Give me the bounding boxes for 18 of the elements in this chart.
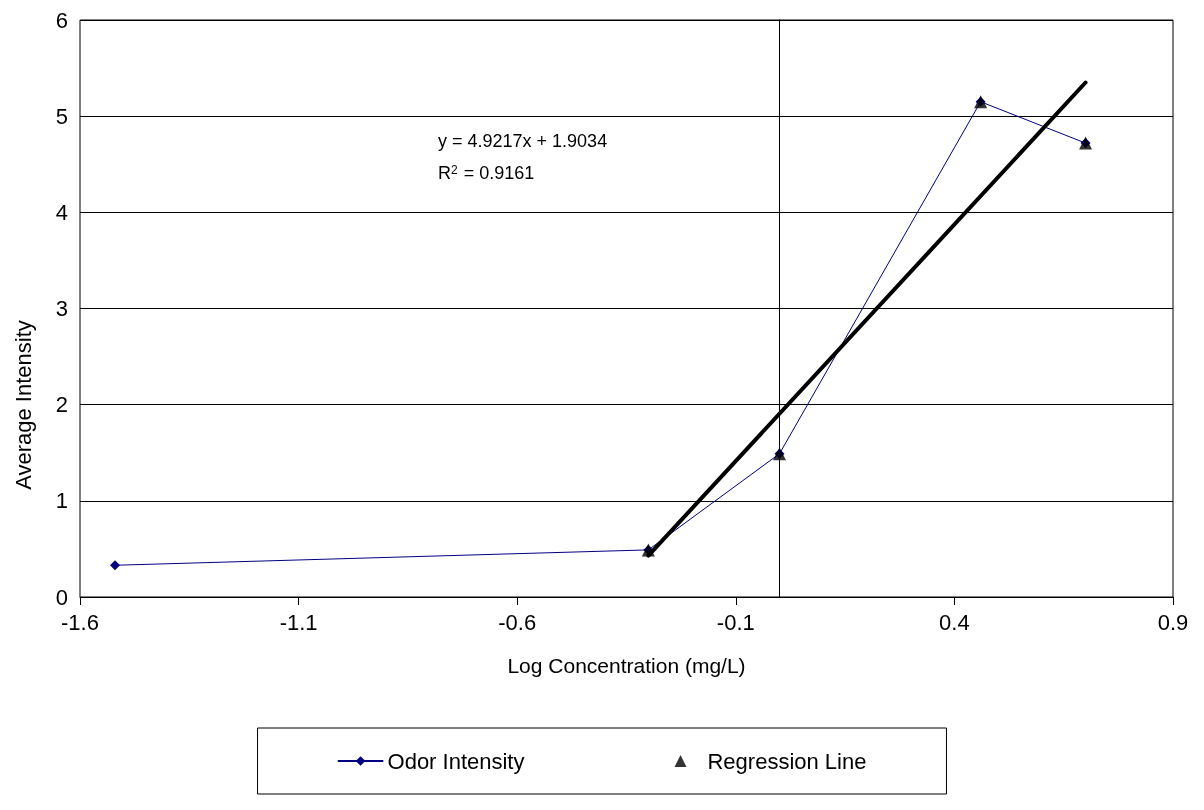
legend-label: Regression Line xyxy=(707,748,867,774)
y-tick-label: 2 xyxy=(55,392,68,418)
y-tick-label: 4 xyxy=(55,199,68,225)
x-axis-title: Log Concentration (mg/L) xyxy=(507,654,746,677)
y-axis-title: Average Intensity xyxy=(10,320,36,490)
y-tick-label: 5 xyxy=(55,103,68,129)
x-tick-label: -0.6 xyxy=(498,609,537,635)
x-tick-label: -0.1 xyxy=(716,609,755,635)
y-tick-label: 1 xyxy=(55,488,68,514)
y-tick-label: 6 xyxy=(55,7,68,33)
x-tick-label: 0.4 xyxy=(939,609,970,635)
y-tick-label: 3 xyxy=(55,296,68,321)
annotation: y = 4.9217x + 1.9034 xyxy=(438,131,608,151)
x-tick-label: -1.6 xyxy=(61,609,99,635)
y-tick-label: 0 xyxy=(55,584,68,610)
x-tick-label: -1.1 xyxy=(279,609,318,635)
legend-label: Odor Intensity xyxy=(387,748,525,774)
x-tick-label: 0.9 xyxy=(1157,609,1189,635)
